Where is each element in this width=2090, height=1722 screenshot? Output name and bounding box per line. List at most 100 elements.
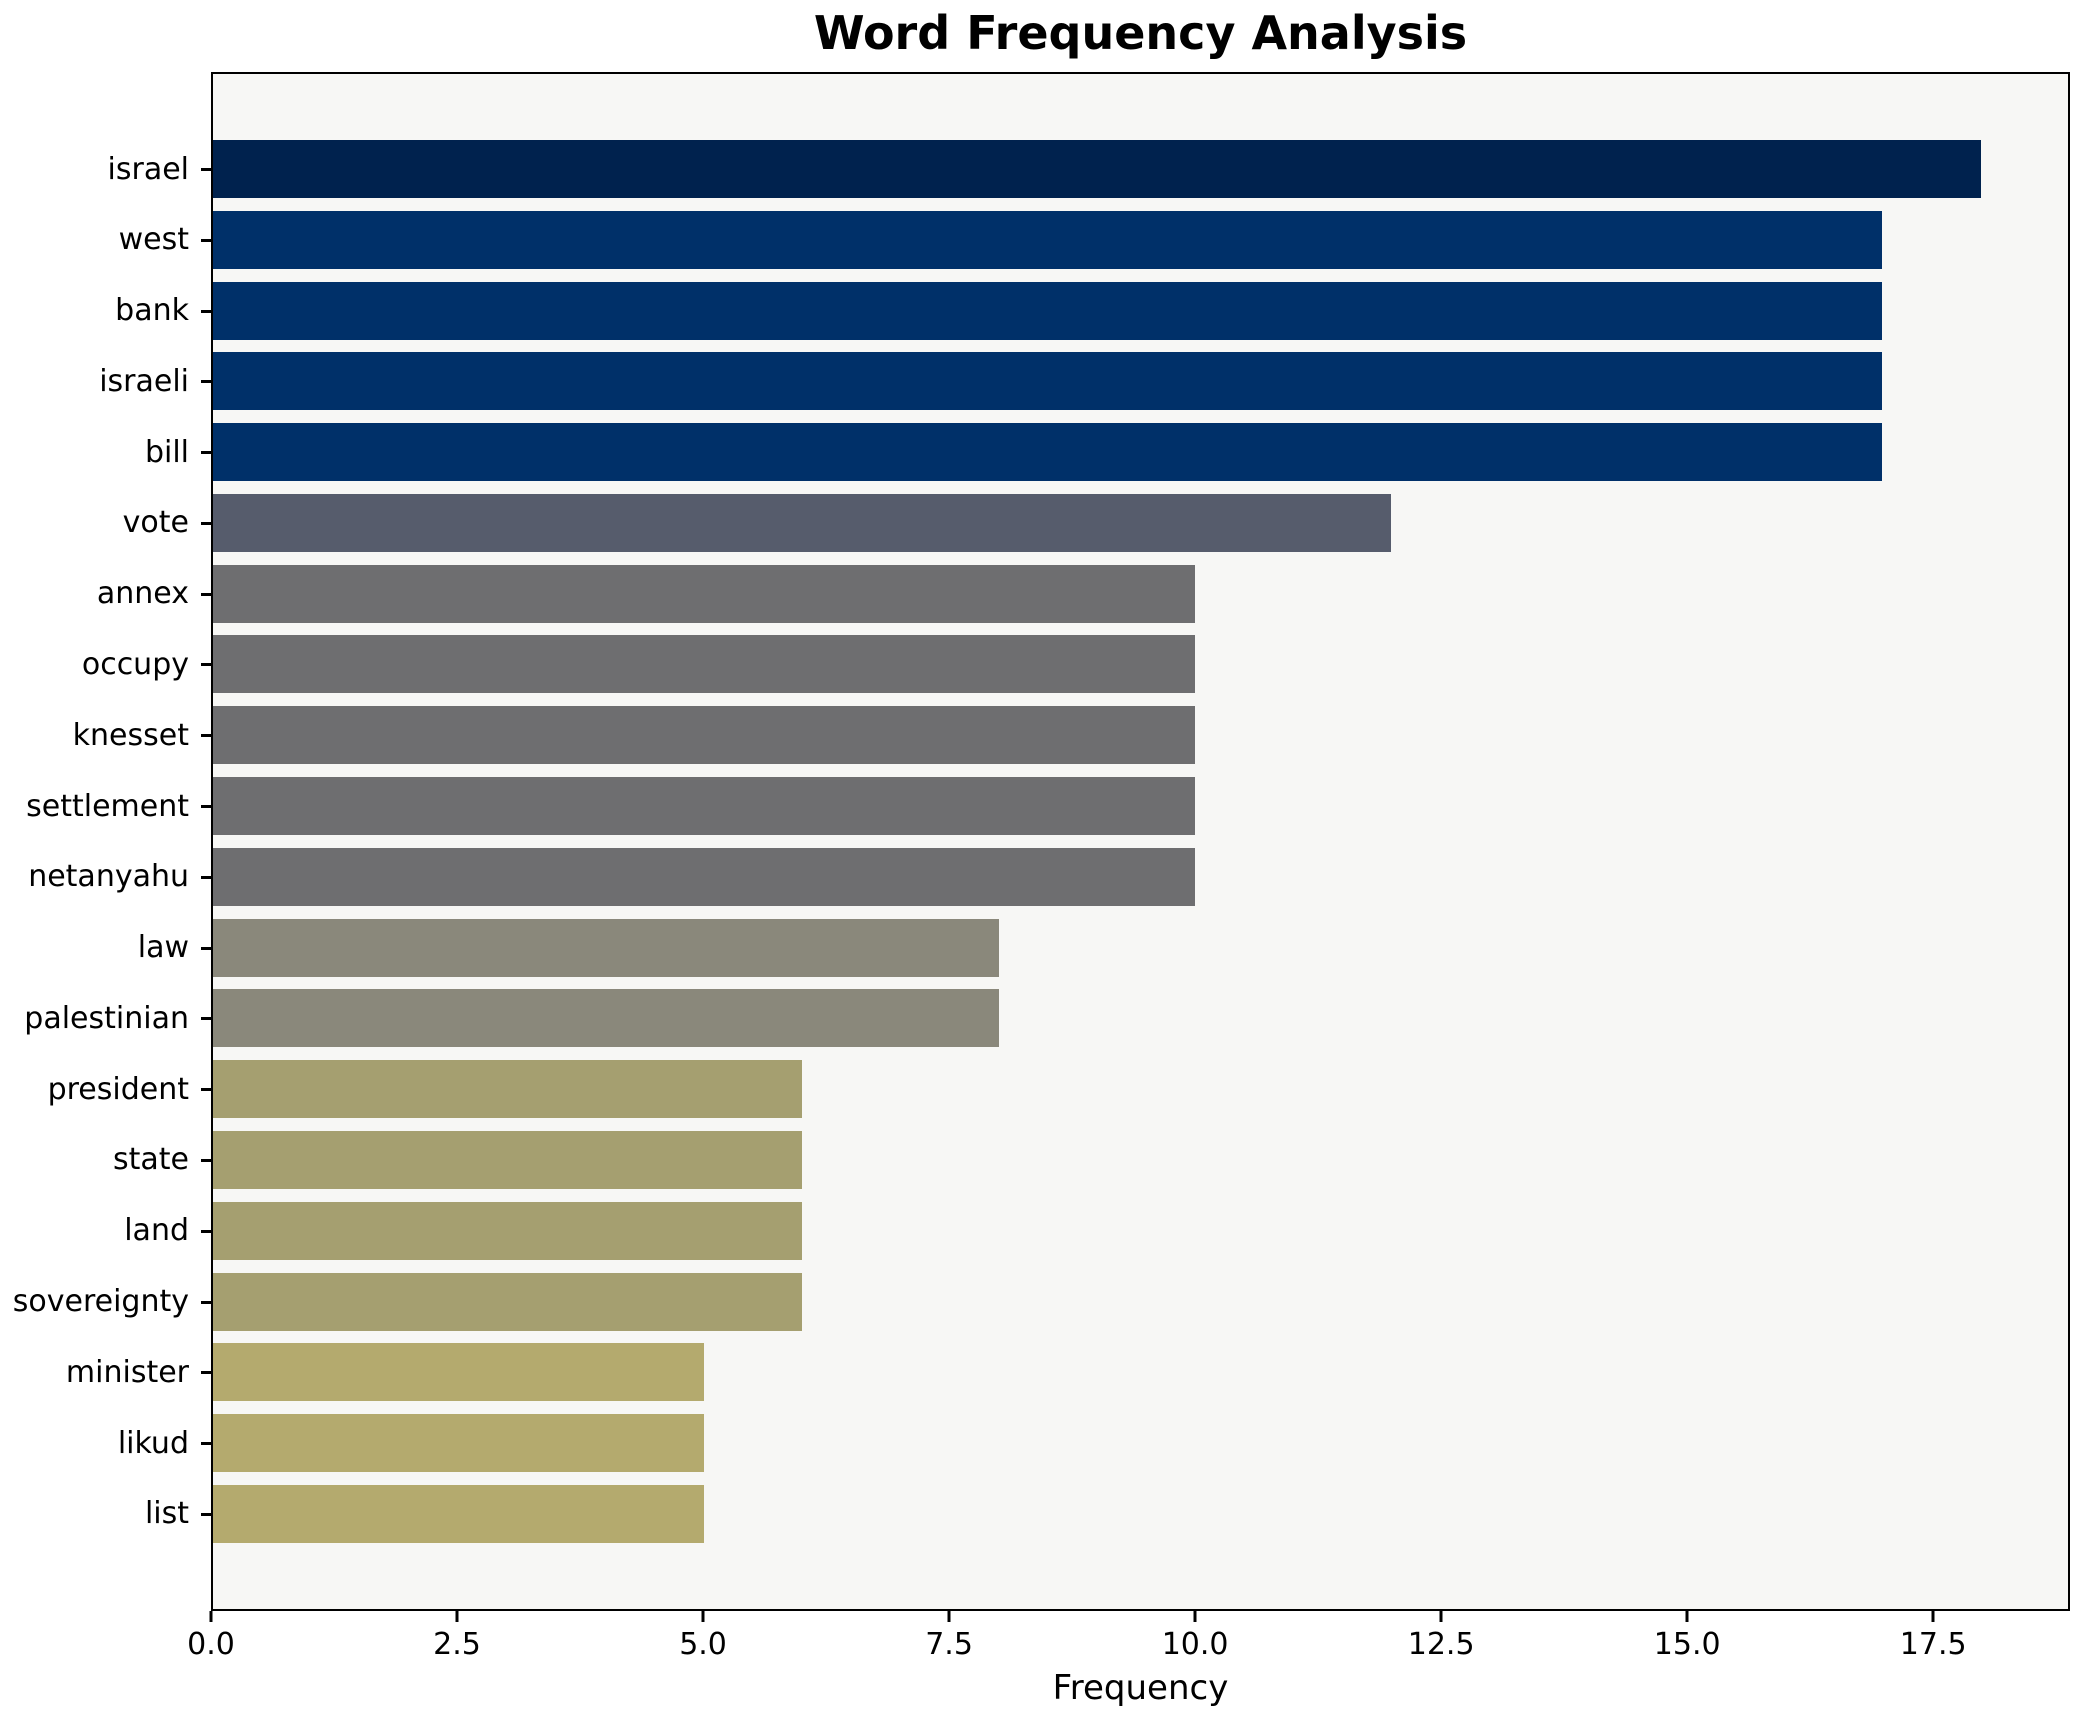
x-tick-mark — [455, 1611, 459, 1622]
x-tick-mark — [1439, 1611, 1443, 1622]
bar-row — [213, 635, 2068, 694]
x-tick-label: 15.0 — [1653, 1627, 1721, 1662]
y-tick-mark — [201, 946, 211, 950]
bar-row — [213, 423, 2068, 482]
x-tick-label: 5.0 — [679, 1627, 727, 1662]
y-axis-row: occupy — [0, 635, 211, 693]
y-tick-mark — [201, 451, 211, 455]
y-tick-mark — [201, 168, 211, 171]
x-tick-mark — [947, 1611, 951, 1622]
y-tick-mark — [201, 805, 211, 809]
y-axis: israel west bank israeli bill vote annex occupy… — [0, 74, 211, 1609]
y-tick-mark — [201, 380, 211, 384]
bar — [213, 777, 1195, 836]
y-axis-row: annex — [0, 565, 211, 623]
y-axis-row: palestinian — [0, 989, 211, 1047]
y-axis-label: israeli — [99, 363, 189, 399]
bar — [213, 210, 1883, 269]
y-axis-label: land — [124, 1213, 189, 1249]
y-axis-label: president — [47, 1071, 189, 1107]
y-axis-label: west — [118, 222, 189, 258]
bar — [213, 918, 999, 977]
bar-row — [213, 1343, 2068, 1402]
bar — [213, 989, 999, 1048]
bar-row — [213, 564, 2068, 623]
y-axis-row: israeli — [0, 352, 211, 410]
bar — [213, 564, 1195, 623]
x-tick-label: 12.5 — [1407, 1627, 1475, 1662]
bar-row — [213, 1272, 2068, 1331]
x-tick-label: 2.5 — [433, 1627, 481, 1662]
bar-row — [213, 1484, 2068, 1543]
y-tick-mark — [201, 734, 211, 738]
bar — [213, 635, 1195, 694]
x-tick-label: 7.5 — [925, 1627, 973, 1662]
y-axis-label: netanyahu — [28, 859, 189, 895]
bar — [213, 493, 1392, 552]
y-axis-label: annex — [96, 576, 189, 612]
y-axis-row: likud — [0, 1414, 211, 1472]
y-axis-row: state — [0, 1131, 211, 1189]
x-axis: 0.0 2.5 5.0 7.5 10.0 12.5 15.0 17.5 — [187, 1611, 2070, 1721]
y-axis-row: minister — [0, 1343, 211, 1401]
y-axis-row: land — [0, 1202, 211, 1260]
y-axis-label: state — [113, 1142, 189, 1178]
y-axis-row: bank — [0, 282, 211, 340]
y-axis-row: knesset — [0, 706, 211, 764]
y-axis-row: west — [0, 211, 211, 269]
y-tick-mark — [201, 1229, 211, 1233]
bar-row — [213, 493, 2068, 552]
bar-row — [213, 1201, 2068, 1260]
bar-row — [213, 1414, 2068, 1473]
bar-row — [213, 1130, 2068, 1189]
bar — [213, 281, 1883, 340]
bar-row — [213, 1060, 2068, 1119]
y-tick-mark — [201, 238, 211, 242]
bar — [213, 1060, 803, 1119]
bar — [213, 847, 1195, 906]
y-tick-mark — [201, 309, 211, 313]
y-axis-label: law — [137, 930, 189, 966]
bar — [213, 1414, 704, 1473]
y-axis-label: list — [144, 1496, 189, 1532]
y-axis-row: vote — [0, 494, 211, 552]
x-tick-label: 0.0 — [187, 1627, 235, 1662]
x-tick-mark — [1193, 1611, 1197, 1622]
bar-row — [213, 210, 2068, 269]
y-axis-row: settlement — [0, 777, 211, 835]
y-tick-mark — [201, 1088, 211, 1092]
y-axis-label: vote — [122, 505, 189, 541]
x-tick-mark — [209, 1611, 213, 1622]
bar-row — [213, 281, 2068, 340]
y-tick-mark — [201, 592, 211, 596]
y-axis-row: bill — [0, 423, 211, 481]
bar — [213, 352, 1883, 411]
y-axis-row: netanyahu — [0, 848, 211, 906]
bar — [213, 1343, 704, 1402]
y-tick-mark — [201, 875, 211, 879]
bar-row — [213, 352, 2068, 411]
y-axis-row: list — [0, 1485, 211, 1543]
bar — [213, 423, 1883, 482]
chart-title: Word Frequency Analysis — [813, 6, 1468, 60]
y-axis-label: likud — [117, 1425, 189, 1461]
bar — [213, 1201, 803, 1260]
y-axis-label: palestinian — [24, 1000, 189, 1036]
bar-row — [213, 847, 2068, 906]
x-tick-label: 10.0 — [1161, 1627, 1229, 1662]
y-axis-row: president — [0, 1060, 211, 1118]
y-axis-label: sovereignty — [12, 1284, 189, 1319]
bar-row — [213, 989, 2068, 1048]
bar — [213, 706, 1195, 765]
x-tick-mark — [701, 1611, 705, 1622]
y-axis-row: law — [0, 919, 211, 977]
y-axis-row: sovereignty — [0, 1273, 211, 1331]
y-axis-label: knesset — [72, 717, 189, 753]
y-axis-label: settlement — [26, 788, 189, 824]
x-tick-label: 17.5 — [1899, 1627, 1967, 1662]
y-axis-label: bill — [144, 434, 189, 470]
bar — [213, 140, 1981, 198]
bar-row — [213, 706, 2068, 765]
y-axis-label: occupy — [81, 646, 189, 682]
bar-row — [213, 777, 2068, 836]
